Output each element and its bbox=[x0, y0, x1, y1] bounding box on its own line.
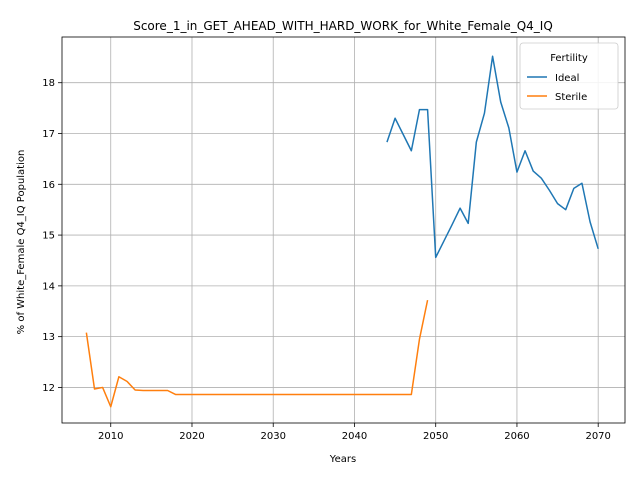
y-tick-label: 14 bbox=[42, 281, 55, 292]
axis-ticks: 2010 2020 2030 2040 2050 2060 2070 12 13 14 15 16 17… bbox=[42, 78, 611, 442]
x-tick-label: 2050 bbox=[423, 431, 448, 442]
legend: Fertility Ideal Sterile bbox=[519, 42, 619, 110]
legend-label-ideal: Ideal bbox=[555, 73, 579, 84]
y-axis-label: % of White_Female Q4_IQ Population bbox=[16, 150, 27, 335]
y-tick-label: 12 bbox=[42, 383, 55, 394]
y-tick-label: 15 bbox=[42, 231, 55, 242]
x-axis-label: Years bbox=[329, 454, 356, 465]
series-lines bbox=[85, 55, 599, 408]
y-tick-label: 16 bbox=[42, 180, 55, 191]
legend-title: Fertility bbox=[550, 53, 588, 64]
x-tick-label: 2070 bbox=[585, 431, 610, 442]
legend-frame bbox=[519, 42, 619, 110]
x-tick-label: 2020 bbox=[179, 431, 204, 442]
series-line-sterile bbox=[85, 299, 429, 408]
x-tick-label: 2040 bbox=[342, 431, 367, 442]
series-line-ideal bbox=[386, 55, 599, 259]
x-tick-label: 2030 bbox=[261, 431, 286, 442]
y-tick-label: 18 bbox=[42, 78, 55, 89]
legend-label-sterile: Sterile bbox=[555, 92, 587, 103]
y-tick-label: 17 bbox=[42, 129, 55, 140]
x-tick-label: 2060 bbox=[504, 431, 529, 442]
plot-area-frame bbox=[61, 36, 626, 424]
y-tick-label: 13 bbox=[42, 332, 55, 343]
legend-entries: Ideal Sterile bbox=[527, 73, 587, 103]
x-tick-label: 2010 bbox=[98, 431, 123, 442]
chart-title: Score_1_in_GET_AHEAD_WITH_HARD_WORK_for_… bbox=[133, 19, 553, 33]
